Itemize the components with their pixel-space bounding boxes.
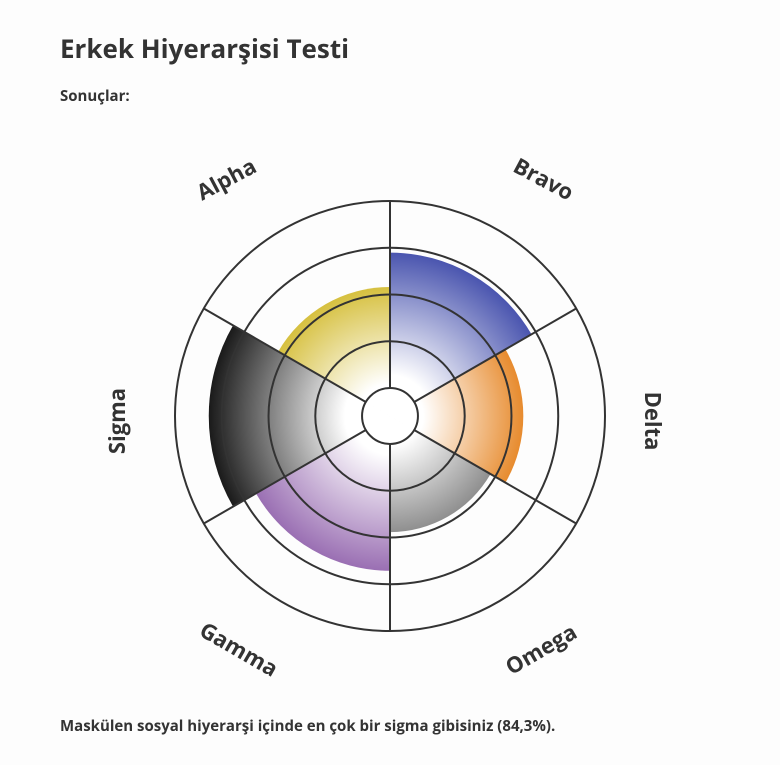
- conclusion-text: Maskülen sosyal hiyerarşi içinde en çok …: [60, 716, 720, 736]
- results-subtitle: Sonuçlar:: [60, 86, 720, 106]
- axis-label-gamma: Gamma: [194, 615, 283, 684]
- axis-label-sigma: Sigma: [102, 388, 132, 454]
- axis-label-bravo: Bravo: [508, 151, 579, 208]
- page-title: Erkek Hiyerarşisi Testi: [60, 30, 720, 66]
- axis-label-alpha: Alpha: [191, 151, 261, 207]
- radar-chart: Bravo Delta Omega Gamma Sigma Alpha: [90, 126, 690, 686]
- axis-label-omega: Omega: [500, 617, 582, 682]
- radar-wedges: [209, 253, 532, 571]
- radar-chart-container: Bravo Delta Omega Gamma Sigma Alpha: [60, 126, 720, 686]
- axis-label-delta: Delta: [638, 392, 668, 451]
- results-page: Erkek Hiyerarşisi Testi Sonuçlar: Bravo D…: [0, 0, 780, 765]
